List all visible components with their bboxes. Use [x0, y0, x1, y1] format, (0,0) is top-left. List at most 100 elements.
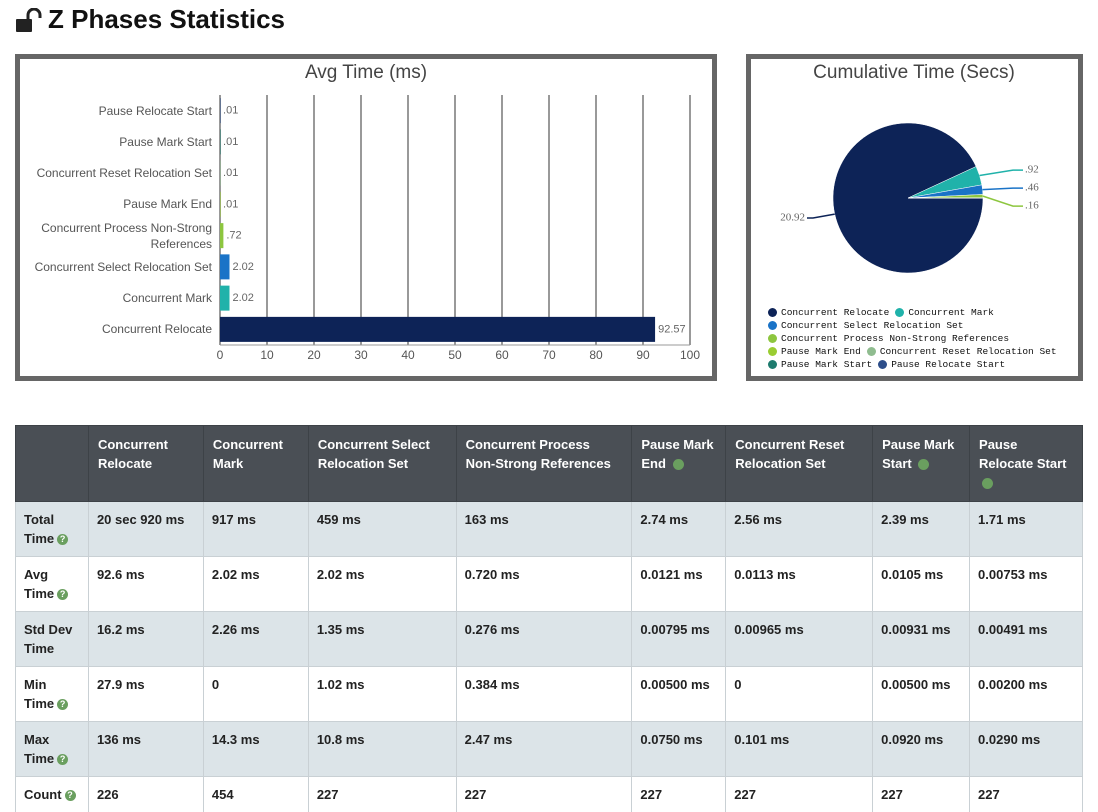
info-icon[interactable] [982, 478, 994, 490]
help-icon[interactable]: ? [57, 534, 69, 546]
x-tick-label: 20 [307, 348, 321, 362]
legend-item: Concurrent Reset Relocation Set [866, 346, 1057, 357]
legend-marker [768, 360, 777, 369]
help-icon[interactable]: ? [57, 699, 69, 711]
x-tick-label: 100 [680, 348, 700, 362]
table-row: Total Time? 20 sec 920 ms 917 ms 459 ms 163 … [15, 501, 1083, 557]
table-cell: 227 [969, 776, 1083, 812]
x-tick-label: 60 [495, 348, 509, 362]
table-cell: 0.101 ms [725, 721, 874, 777]
table-cell: 1.02 ms [307, 666, 457, 722]
table-cell: 0.384 ms [455, 666, 633, 722]
help-icon[interactable]: ? [57, 589, 69, 601]
table-cell: 136 ms [87, 721, 204, 777]
table-cell: 0 [202, 666, 309, 722]
pie-chart: Cumulative Time (Secs) 20.92 .92 .46 .16 [746, 54, 1083, 381]
row-label: Max Time [24, 732, 55, 766]
legend-marker [768, 321, 777, 330]
row-header: Max Time? [15, 721, 89, 777]
table-cell: 0.00931 ms [872, 611, 971, 667]
table-cell: 2.02 ms [307, 556, 457, 612]
value-label: 2.02 [232, 261, 253, 273]
leader-line [979, 169, 1023, 177]
table-cell: 2.02 ms [202, 556, 309, 612]
table-cell: 0.00795 ms [631, 611, 727, 667]
table-cell: 917 ms [202, 501, 309, 557]
table-cell: 227 [872, 776, 971, 812]
info-icon[interactable] [918, 459, 930, 471]
table-cell: 454 [202, 776, 309, 812]
help-icon[interactable]: ? [64, 790, 76, 802]
legend-item: Pause Mark End [768, 346, 861, 357]
stats-table: Concurrent Relocate Concurrent Mark Concur… [15, 425, 1083, 812]
legend-label: Concurrent Select Relocation Set [781, 320, 964, 331]
corner-cell [15, 425, 89, 502]
row-header: Total Time? [15, 501, 89, 557]
table-cell: 0.0920 ms [872, 721, 971, 777]
table-row: Avg Time? 92.6 ms 2.02 ms 2.02 ms 0.720 ms 0.… [15, 556, 1083, 612]
table-cell: 227 [307, 776, 457, 812]
bar [220, 316, 656, 342]
table-cell: 0.00500 ms [872, 666, 971, 722]
category-label: Concurrent Reset Relocation Set [36, 166, 212, 181]
table-cell: 1.71 ms [969, 501, 1083, 557]
help-icon[interactable]: ? [57, 754, 69, 766]
value-label: .72 [226, 230, 241, 242]
legend-label: Pause Mark End [781, 346, 861, 357]
category-label: Concurrent Relocate [101, 322, 212, 337]
value-label: .01 [223, 105, 238, 117]
table-cell: 0.0105 ms [872, 556, 971, 612]
x-tick-label: 90 [636, 348, 650, 362]
bar [220, 160, 221, 186]
row-label: Count [24, 787, 62, 802]
legend-marker [768, 334, 777, 343]
bar [220, 129, 221, 155]
table-row: Max Time? 136 ms 14.3 ms 10.8 ms 2.47 ms 0.07… [15, 721, 1083, 777]
column-header-text: Pause Mark Start [882, 437, 955, 471]
table-cell: 10.8 ms [307, 721, 457, 777]
value-label: 92.57 [658, 323, 686, 335]
table-cell: 2.39 ms [872, 501, 971, 557]
legend-item: Pause Relocate Start [878, 359, 1005, 370]
row-label: Min Time [24, 677, 55, 711]
table-row: Std Dev Time 16.2 ms 2.26 ms 1.35 ms 0.276 m… [15, 611, 1083, 667]
value-label: .92 [1025, 164, 1039, 176]
column-header: Concurrent Select Relocation Set [307, 425, 457, 502]
x-tick-label: 50 [448, 348, 462, 362]
row-header: Min Time? [15, 666, 89, 722]
table-row: Min Time? 27.9 ms 0 1.02 ms 0.384 ms 0.00500 … [15, 666, 1083, 722]
column-header-text: Concurrent Process Non-Strong References [465, 437, 611, 471]
bar [220, 98, 221, 124]
value-label: .01 [223, 136, 238, 148]
chart-title: Cumulative Time (Secs) [813, 62, 1015, 83]
column-header-text: Pause Relocate Start [979, 437, 1067, 471]
column-header: Concurrent Relocate [87, 425, 204, 502]
legend-marker [768, 308, 777, 317]
column-header: Pause Mark End [631, 425, 727, 502]
legend-marker [895, 308, 905, 317]
legend-label: Concurrent Relocate [781, 307, 890, 318]
bar [220, 223, 224, 249]
page-title: Z Phases Statistics [48, 4, 285, 34]
row-label: Total Time [24, 512, 55, 546]
row-label: Std Dev Time [24, 622, 73, 656]
table-cell: 227 [455, 776, 633, 812]
leader-line [807, 213, 835, 219]
legend-label: Concurrent Process Non-Strong References [781, 333, 1010, 344]
column-header-text: Concurrent Reset Relocation Set [735, 437, 845, 471]
info-icon[interactable] [672, 459, 684, 471]
value-label: 2.02 [232, 292, 253, 304]
table-cell: 227 [631, 776, 727, 812]
table-cell: 0.0113 ms [725, 556, 874, 612]
table-cell: 2.47 ms [455, 721, 633, 777]
x-tick-label: 80 [589, 348, 603, 362]
row-header: Avg Time? [15, 556, 89, 612]
column-header: Concurrent Process Non-Strong References [455, 425, 633, 502]
column-header-text: Pause Mark End [641, 437, 714, 471]
value-label: .46 [1025, 182, 1039, 194]
table-cell: 226 [87, 776, 204, 812]
table-row: Count? 226 454 227 227 227 227 227 227 [15, 776, 1083, 812]
legend-label: Concurrent Mark [908, 307, 994, 318]
x-tick-label: 70 [542, 348, 556, 362]
